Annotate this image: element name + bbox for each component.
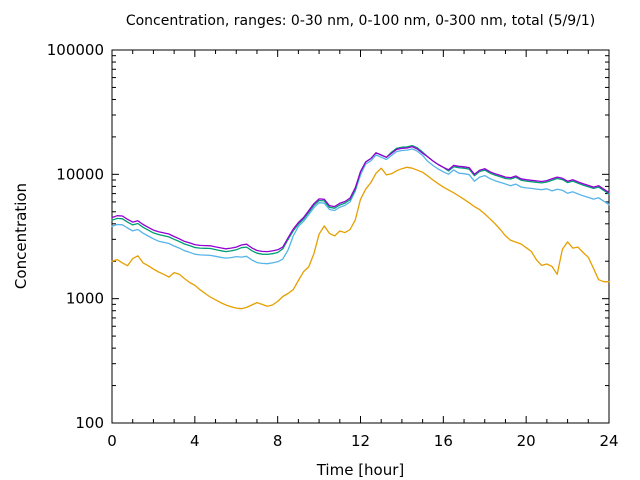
y-tick-label: 1000 (66, 290, 104, 308)
y-tick-label: 10000 (56, 165, 104, 183)
series-range-0-100 (111, 148, 610, 265)
series-total (111, 145, 610, 253)
x-tick-label: 16 (434, 432, 453, 450)
x-tick-label: 20 (517, 432, 536, 450)
plot-border (111, 49, 610, 424)
y-tick-label: 100 (75, 414, 104, 432)
y-tick-label: 100000 (47, 41, 104, 59)
series-range-0-30 (111, 166, 610, 310)
x-tick-label: 4 (190, 432, 200, 450)
x-tick-label: 24 (599, 432, 618, 450)
x-tick-label: 12 (351, 432, 370, 450)
chart-title: Concentration, ranges: 0-30 nm, 0-100 nm… (125, 13, 596, 29)
x-tick-label: 8 (273, 432, 283, 450)
x-axis-label: Time [hour] (316, 461, 405, 479)
x-tick-label: 0 (107, 432, 117, 450)
